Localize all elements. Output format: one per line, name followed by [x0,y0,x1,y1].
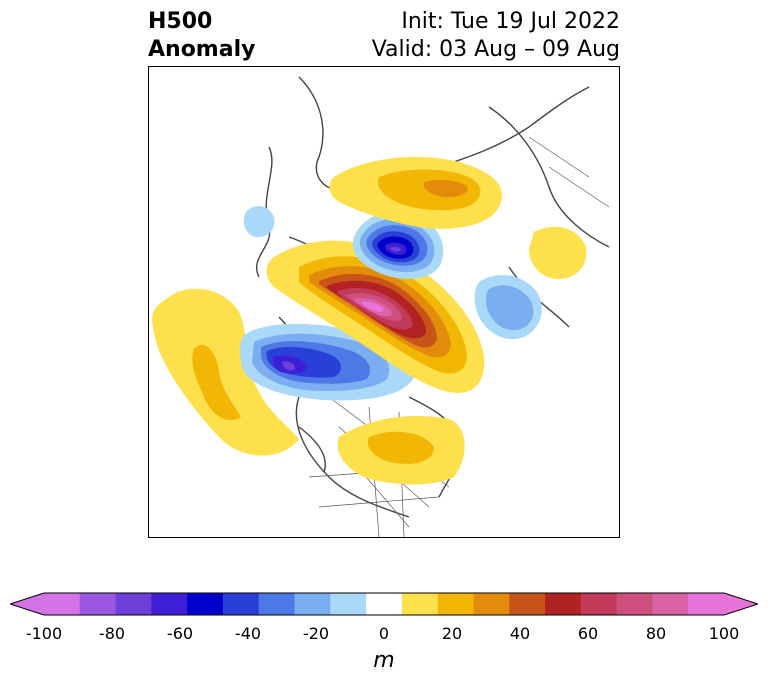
colorbar-segment [151,593,188,615]
colorbar-segment [115,593,152,615]
colorbar-tick-label: -40 [234,624,262,643]
colorbar-outline [10,592,758,616]
colorbar-segment [616,593,653,615]
arctic-positive [266,240,485,393]
canada-negative [243,205,275,238]
scandinavia-negative [474,274,542,340]
colorbar-segment [545,593,582,615]
title-left: H500 Anomaly [148,8,255,64]
colorbar-tick-label: 40 [509,624,531,643]
siberia-negative [352,212,444,279]
colorbar-segment [79,593,117,615]
colorbar-extend-low [10,593,44,615]
colorbar-segment [187,593,224,615]
colorbar-segment [437,593,474,615]
map-canvas [152,76,610,537]
valid-dates: Valid: 03 Aug – 09 Aug [371,37,620,62]
colorbar-extend-high [724,593,758,615]
title-variable: H500 [148,9,213,34]
eastern-us-positive [337,416,465,485]
colorbar-tick-label: 60 [577,624,599,643]
colorbar-segment [258,593,296,615]
colorbar-segment [401,593,439,615]
colorbar-segment [509,593,546,615]
north-siberia-positive [329,157,503,229]
atlantic-positive [529,226,587,279]
colorbar [10,592,758,616]
colorbar-segment [473,593,510,615]
colorbar-tick-label: 100 [708,624,740,643]
colorbar-tick-label: 0 [378,624,390,643]
colorbar-segment [366,593,403,615]
colorbar-segment [688,593,725,615]
colorbar-segment [222,593,260,615]
init-date: Init: Tue 19 Jul 2022 [401,9,620,34]
colorbar-tick-label: -100 [25,624,63,643]
colorbar-tick-label: 80 [645,624,667,643]
colorbar-segment [652,593,689,615]
colorbar-segment [294,593,331,615]
title-right: Init: Tue 19 Jul 2022 Valid: 03 Aug – 09… [372,8,620,64]
alaska-negative [239,323,415,401]
colorbar-segment [580,593,618,615]
colorbar-tick-label: -80 [98,624,126,643]
anomaly-map [148,66,620,538]
colorbar-tick-label: -60 [166,624,194,643]
title-type: Anomaly [148,37,256,62]
colorbar-segment [330,593,367,615]
colorbar-units: m [373,648,395,673]
colorbar-segment [44,593,81,615]
pacific-positive [152,288,299,456]
colorbar-tick-label: 20 [441,624,463,643]
colorbar-tick-label: -20 [302,624,330,643]
